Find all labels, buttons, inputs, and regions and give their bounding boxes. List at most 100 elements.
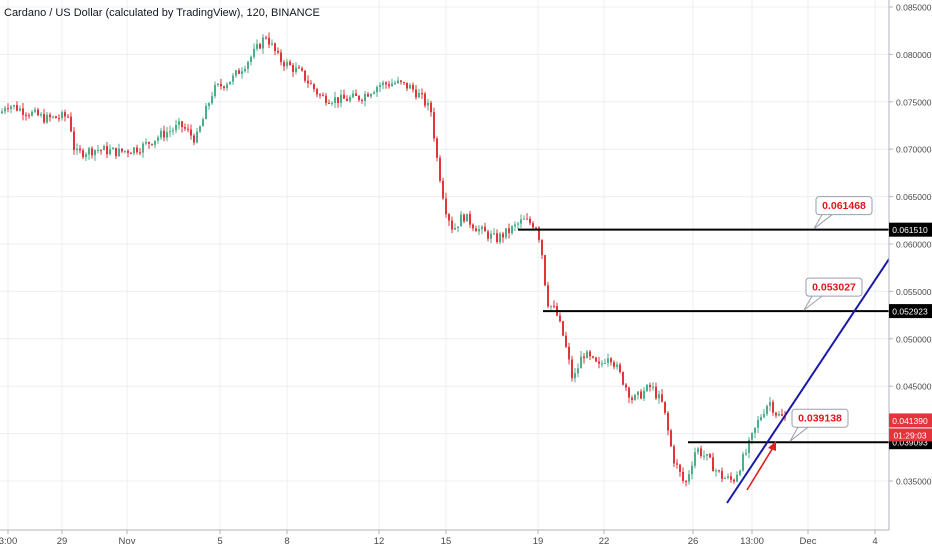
candle-body	[88, 148, 90, 155]
horizontal-levels[interactable]: 0.061468 0.053027 0.039138	[518, 196, 889, 444]
candle-body	[457, 226, 459, 229]
candle-body	[508, 228, 510, 233]
candle-body	[325, 95, 327, 103]
candle-body	[304, 70, 306, 81]
arrow-head	[768, 441, 776, 451]
level-price-label: 0.052923	[892, 307, 928, 317]
candle-body	[448, 214, 450, 221]
candle-body	[370, 93, 372, 97]
candle-body	[472, 224, 474, 229]
current-price-label: 0.041390	[892, 416, 928, 426]
candle-body	[565, 335, 567, 347]
candle-body	[637, 391, 639, 395]
candle-body	[178, 121, 180, 125]
candle-body	[67, 116, 69, 118]
price-axis[interactable]: 0.085000 0.080000 0.075000 0.070000 0.065000…	[888, 0, 932, 530]
candle-body	[607, 358, 609, 363]
candle-body	[592, 356, 594, 358]
candle-body	[661, 394, 663, 402]
y-tick-label: 0.035000	[896, 477, 932, 487]
candle-body	[601, 363, 603, 365]
level-price-tag	[889, 304, 932, 319]
x-tick-label: 4	[872, 536, 877, 547]
candle-body	[538, 227, 540, 240]
candle-body	[292, 65, 294, 72]
candle-body	[259, 43, 261, 49]
candle-body	[148, 141, 150, 144]
x-tick-label: 8	[284, 536, 289, 547]
candle-body	[589, 351, 591, 357]
x-tick-label: 15	[441, 536, 452, 547]
candle-body	[238, 70, 240, 74]
candle-body	[364, 93, 366, 101]
x-tick-label: 19	[533, 536, 544, 547]
candle-body	[571, 359, 573, 379]
candle-body	[604, 362, 606, 364]
drawings[interactable]	[726, 252, 894, 504]
candle-body	[433, 112, 435, 139]
y-tick-label: 0.075000	[896, 97, 932, 107]
candle-body	[40, 114, 42, 116]
candle-body	[736, 474, 738, 482]
candle-body	[163, 130, 165, 138]
candle-body	[295, 67, 297, 72]
candle-body	[769, 402, 771, 406]
candle-body	[97, 149, 99, 151]
candle-body	[499, 233, 501, 243]
candle-body	[151, 143, 153, 145]
x-tick-label: Nov	[119, 536, 136, 547]
candle-body	[58, 118, 60, 120]
x-tick-label: 13:00	[740, 536, 764, 547]
callout-box	[805, 277, 863, 297]
candle-body	[742, 454, 744, 471]
candle-body	[748, 439, 750, 453]
candle-body	[763, 414, 765, 418]
candle-body	[301, 68, 303, 71]
candle-body	[469, 213, 471, 225]
candle-body	[145, 141, 147, 144]
candle-body	[619, 364, 621, 372]
candle-body	[628, 387, 630, 398]
level-price-tag	[889, 222, 932, 237]
time-axis[interactable]: 3:00 29 Nov 5 8 12 15 19 22 26 13:00 Dec 4	[0, 529, 932, 550]
y-tick-label: 0.065000	[896, 192, 932, 202]
candle-body	[136, 147, 138, 153]
candlesticks	[1, 32, 786, 487]
candle-body	[70, 116, 72, 132]
candle-body	[721, 471, 723, 479]
callout-label: 0.061468	[822, 200, 866, 212]
candle-body	[682, 471, 684, 481]
candle-body	[415, 89, 417, 98]
candle-body	[400, 80, 402, 83]
candle-body	[76, 148, 78, 151]
candle-body	[262, 37, 264, 49]
candle-body	[19, 108, 21, 111]
candle-body	[673, 446, 675, 464]
candle-body	[649, 384, 651, 387]
candle-body	[688, 474, 690, 482]
candle-body	[328, 102, 330, 104]
candle-body	[460, 214, 462, 227]
candle-body	[121, 148, 123, 152]
candle-body	[703, 455, 705, 457]
candle-body	[193, 135, 195, 143]
candle-body	[382, 82, 384, 86]
candle-body	[229, 81, 231, 85]
candle-body	[4, 108, 6, 112]
candle-body	[196, 131, 198, 143]
candle-body	[778, 414, 780, 416]
candle-body	[82, 150, 84, 158]
candle-body	[745, 452, 747, 455]
candle-body	[544, 255, 546, 286]
current-price-tag	[889, 413, 932, 428]
candle-body	[133, 147, 135, 154]
candle-body	[235, 70, 237, 76]
candle-body	[142, 143, 144, 153]
countdown-tag	[889, 428, 932, 442]
candle-body	[664, 401, 666, 413]
candle-body	[334, 97, 336, 103]
candle-body	[271, 43, 273, 45]
candle-body	[103, 146, 105, 151]
candle-body	[43, 114, 45, 123]
